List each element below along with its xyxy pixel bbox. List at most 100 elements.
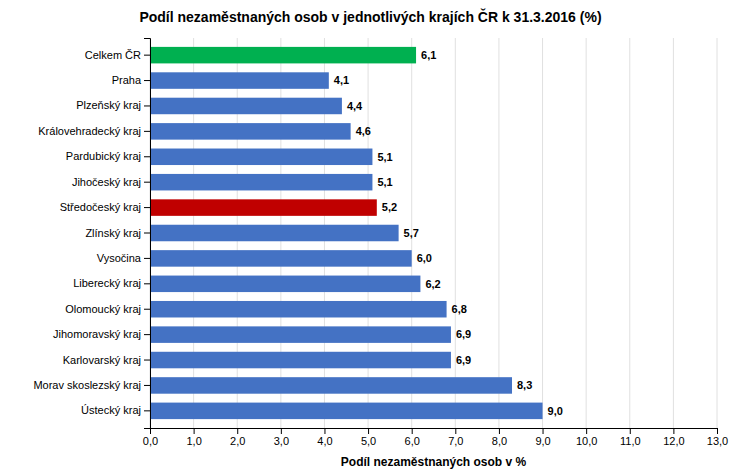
data-label: 9,0 (548, 405, 563, 417)
x-tick-label: 11,0 (620, 435, 641, 447)
data-label: 6,1 (421, 49, 436, 61)
x-tick-mark (194, 428, 195, 434)
bar (150, 403, 543, 420)
y-tick: Plzeňský kraj (76, 99, 150, 111)
bar (150, 98, 342, 115)
x-tick-label: 3,0 (274, 435, 289, 447)
x-axis: 0,0 1,0 2,0 3,0 4,0 5,0 6,0 7,0 8,0 9,0 10,0 11,0 12… (143, 428, 728, 447)
y-axis: Celkem ČR Praha Plzeňský kraj Královehradec… (33, 39, 150, 429)
y-tick-mark (144, 105, 150, 106)
data-label: 5,2 (382, 201, 397, 213)
bar (150, 149, 372, 166)
data-label: 5,1 (377, 176, 392, 188)
y-tick-label: Karlovarský kraj (63, 354, 141, 366)
x-tick: 4,0 (317, 428, 332, 447)
x-tick-label: 2,0 (230, 435, 245, 447)
y-tick: Středočeský kraj (60, 201, 150, 213)
x-tick: 5,0 (361, 428, 376, 447)
chart: 0,0 1,0 2,0 3,0 4,0 5,0 6,0 7,0 8,0 9,0 10,0 11,0 12… (0, 0, 741, 476)
data-label: 6,0 (417, 252, 432, 264)
bar (150, 250, 412, 267)
y-tick-mark (144, 233, 150, 234)
x-tick-label: 12,0 (663, 435, 684, 447)
x-tick-mark (673, 428, 674, 434)
y-tick-label: Jihomoravský kraj (53, 328, 141, 340)
grid (150, 38, 717, 428)
x-tick: 3,0 (274, 428, 289, 447)
title: Podíl nezaměstnaných osob v jednotlivých… (139, 8, 601, 25)
y-tick-label: Jihočeský kraj (72, 176, 141, 188)
y-tick: Olomoucký kraj (65, 303, 150, 315)
y-tick-label: Liberecký kraj (73, 277, 141, 289)
y-tick: Celkem ČR (85, 49, 150, 61)
grid-line (717, 38, 718, 428)
y-tick-mark (144, 156, 150, 157)
data-label: 4,4 (347, 100, 363, 112)
bars (150, 47, 543, 419)
y-axis-line (144, 39, 151, 429)
x-tick-label: 7,0 (448, 435, 463, 447)
x-tick-label: 6,0 (405, 435, 420, 447)
bar (150, 123, 351, 140)
data-label: 4,6 (356, 125, 371, 137)
data-label: 4,1 (334, 74, 349, 86)
grid-line (542, 38, 543, 428)
bar (150, 47, 416, 64)
x-tick-label: 13,0 (707, 435, 728, 447)
x-tick-label: 8,0 (492, 435, 507, 447)
data-label: 6,2 (425, 278, 440, 290)
x-tick-mark (499, 428, 500, 434)
bar (150, 301, 447, 318)
bar (150, 276, 420, 293)
y-tick-mark (144, 80, 150, 81)
y-tick-mark (144, 283, 150, 284)
x-tick-mark (586, 428, 587, 434)
data-label: 6,9 (456, 354, 471, 366)
y-tick-mark (144, 385, 150, 386)
y-tick-label: Praha (112, 74, 142, 86)
x-tick: 12,0 (663, 428, 684, 447)
x-tick-label: 1,0 (186, 435, 201, 447)
y-tick: Pardubický kraj (66, 150, 150, 162)
bar (150, 174, 372, 191)
x-tick-label: 10,0 (576, 435, 597, 447)
plot-area: 0,0 1,0 2,0 3,0 4,0 5,0 6,0 7,0 8,0 9,0 10,0 11,0 12… (33, 38, 728, 447)
bar (150, 326, 451, 343)
data-label: 8,3 (517, 379, 532, 391)
y-tick-mark (144, 131, 150, 132)
y-tick-label: Plzeňský kraj (76, 99, 141, 111)
y-tick-label: Olomoucký kraj (65, 303, 141, 315)
x-tick-mark (543, 428, 544, 434)
x-tick-label: 0,0 (143, 435, 158, 447)
y-tick-label: Pardubický kraj (66, 150, 141, 162)
grid-line (629, 38, 630, 428)
y-tick-mark (144, 207, 150, 208)
bar (150, 72, 329, 89)
data-label: 5,1 (377, 151, 392, 163)
x-tick: 8,0 (492, 428, 507, 447)
y-tick-label: Morav skoslezský kraj (33, 379, 141, 391)
x-tick-mark (237, 428, 238, 434)
x-tick: 10,0 (576, 428, 597, 447)
x-tick-label: 5,0 (361, 435, 376, 447)
x-tick: 11,0 (620, 428, 641, 447)
x-tick-mark (324, 428, 325, 434)
y-tick: Vysočina (97, 252, 150, 264)
y-tick-label: Královehradecký kraj (38, 125, 141, 137)
y-tick: Zlínský kraj (85, 227, 150, 239)
x-tick-mark (412, 428, 413, 434)
y-tick-mark (144, 182, 150, 183)
y-tick-mark (144, 410, 150, 411)
y-tick: Karlovarský kraj (63, 354, 150, 366)
x-tick: 9,0 (535, 428, 550, 447)
y-tick: Ústecký kraj (81, 404, 150, 416)
x-tick: 6,0 (405, 428, 420, 447)
x-tick-mark (455, 428, 456, 434)
data-labels: 6,14,14,44,65,15,15,25,76,06,26,86,96,98… (334, 49, 563, 417)
y-tick-label: Celkem ČR (85, 49, 141, 61)
y-tick-mark (144, 309, 150, 310)
y-tick: Královehradecký kraj (38, 125, 150, 137)
grid-line (498, 38, 499, 428)
y-tick: Liberecký kraj (73, 277, 150, 289)
x-tick-mark (630, 428, 631, 434)
